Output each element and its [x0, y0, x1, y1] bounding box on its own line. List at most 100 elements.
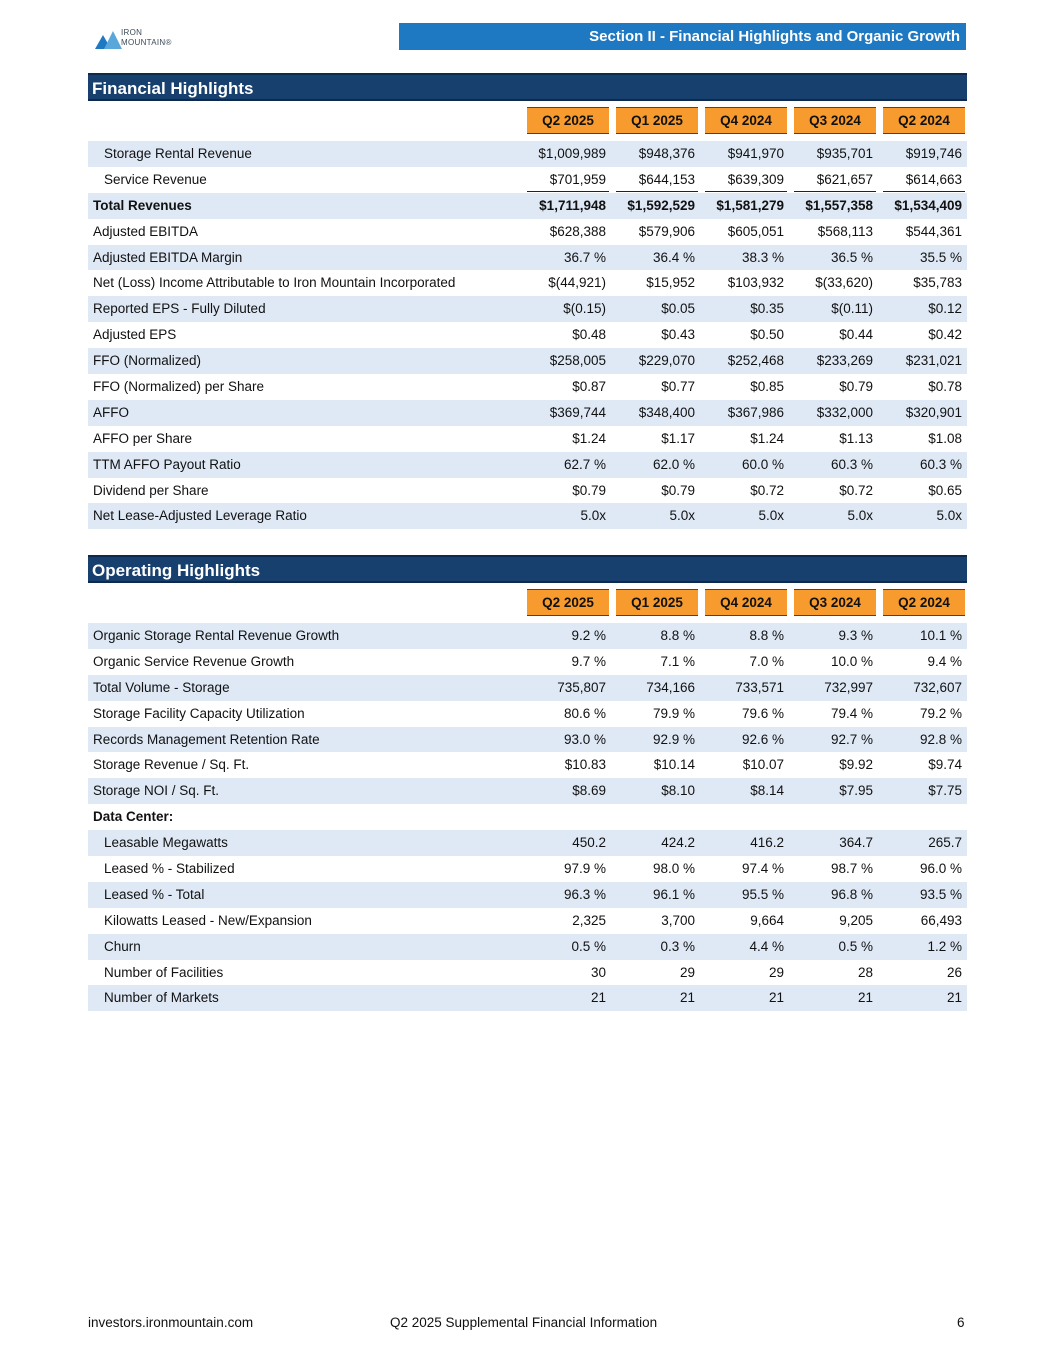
row-label: Storage Revenue / Sq. Ft.	[93, 757, 250, 773]
row-value: 1.2 %	[927, 938, 962, 954]
row-value: $252,468	[727, 353, 784, 369]
row-value: $229,070	[638, 353, 695, 369]
table-row: Total Volume - Storage 735,807 734,166 733,…	[88, 674, 967, 701]
quarter-header: Q2 2024	[883, 589, 965, 616]
row-value: $0.87	[572, 379, 606, 395]
operating-quarter-header-row: Q2 2025 Q1 2025 Q4 2024 Q3 2024 Q2 2024	[88, 583, 967, 623]
table-row: Number of Facilities 30 29 29 28 26	[88, 960, 967, 986]
row-value: $0.65	[928, 482, 962, 498]
row-value: 3,700	[661, 912, 695, 928]
row-value: $15,952	[646, 275, 695, 291]
row-value: $0.72	[839, 482, 873, 498]
table-row: TTM AFFO Payout Ratio 62.7 % 62.0 % 60.0 % 6…	[88, 451, 967, 478]
row-value: 10.1 %	[919, 628, 962, 643]
row-value: 5.0x	[936, 508, 962, 524]
row-value: $1.24	[572, 430, 606, 446]
row-value: 0.3 %	[660, 938, 695, 954]
row-value: 97.4 %	[741, 861, 784, 877]
operating-highlights-table: Operating Highlights Q2 2025 Q1 2025 Q4 20…	[88, 555, 967, 1012]
row-value: 26	[946, 964, 962, 980]
row-value: 5.0x	[669, 508, 695, 524]
table-row: Total Revenues $1,711,948 $1,592,529 $1,581…	[88, 192, 967, 219]
row-value: 60.3 %	[830, 456, 873, 472]
row-value: 92.9 %	[652, 731, 695, 747]
row-value: $0.77	[661, 379, 695, 395]
table-row: Churn 0.5 % 0.3 % 4.4 % 0.5 % 1.2 %	[88, 933, 967, 960]
row-value: $8.10	[661, 783, 695, 799]
row-value: $9.92	[839, 757, 873, 773]
row-value: $568,113	[817, 223, 873, 239]
row-label: Total Revenues	[93, 197, 192, 213]
row-label: Records Management Retention Rate	[93, 731, 320, 747]
table-row: Organic Service Revenue Growth 9.7 % 7.1 %…	[88, 649, 967, 675]
row-value: 21	[679, 990, 695, 1006]
table-row: Net Lease-Adjusted Leverage Ratio 5.0x 5.0…	[88, 503, 967, 530]
row-value: 97.9 %	[563, 861, 606, 877]
row-value: $639,309	[727, 171, 784, 187]
row-value: 9,205	[839, 912, 873, 928]
table-row: Number of Markets 21 21 21 21 21	[88, 985, 967, 1012]
row-value: 98.7 %	[830, 861, 873, 877]
table-row: Adjusted EPS $0.48 $0.43 $0.50 $0.44 $0.42	[88, 322, 967, 348]
row-value: $231,021	[905, 353, 962, 369]
footer-website[interactable]: investors.ironmountain.com	[88, 1315, 254, 1330]
row-value: $8.69	[572, 783, 606, 799]
iron-mountain-logo	[95, 31, 122, 49]
table-row: AFFO $369,744 $348,400 $367,986 $332,000 $320…	[88, 399, 967, 426]
table-row: Storage Facility Capacity Utilization 80.…	[88, 701, 967, 727]
row-value: $(33,620)	[815, 275, 873, 291]
row-value: $1.24	[750, 430, 784, 446]
row-value: $644,153	[638, 171, 695, 187]
quarter-header: Q3 2024	[794, 589, 876, 616]
row-value: $0.85	[750, 379, 784, 395]
row-value: 96.8 %	[830, 886, 873, 902]
table-row: Reported EPS - Fully Diluted $(0.15) $0.05…	[88, 296, 967, 323]
table-row: Adjusted EBITDA $628,388 $579,906 $605,051 $…	[88, 219, 967, 245]
row-value: 9.3 %	[838, 628, 873, 643]
row-label: FFO (Normalized) per Share	[93, 379, 265, 395]
row-value: $0.43	[661, 327, 695, 343]
row-value: 79.2 %	[919, 705, 962, 721]
row-label: Storage Facility Capacity Utilization	[93, 705, 305, 721]
row-label: Storage Rental Revenue	[104, 146, 252, 161]
row-value: 38.3 %	[741, 249, 784, 265]
row-value: $1,592,529	[627, 197, 695, 213]
row-value: $1,711,948	[539, 197, 606, 213]
row-label: Leased % - Total	[104, 886, 205, 902]
financial-highlights-table: Financial Highlights Q2 2025 Q1 2025 Q4 20…	[88, 73, 967, 530]
row-value: $941,970	[727, 146, 784, 161]
table-row: FFO (Normalized) $258,005 $229,070 $252,468…	[88, 348, 967, 375]
row-value: $0.44	[839, 327, 873, 343]
row-value: $7.75	[928, 783, 962, 799]
row-value: $1.08	[928, 430, 962, 446]
quarter-header: Q4 2024	[705, 589, 787, 616]
quarter-header: Q1 2025	[616, 589, 698, 616]
row-value: 29	[679, 964, 695, 980]
row-value: 28	[857, 964, 873, 980]
row-value: $0.79	[572, 482, 606, 498]
row-label: Data Center:	[93, 809, 174, 825]
row-value: $(0.11)	[831, 301, 873, 317]
row-label: Number of Facilities	[104, 964, 224, 980]
row-value: 92.6 %	[741, 731, 784, 747]
financial-quarter-header-row: Q2 2025 Q1 2025 Q4 2024 Q3 2024 Q2 2024	[88, 101, 967, 141]
row-value: $1.13	[839, 430, 873, 446]
row-value: 732,607	[913, 679, 962, 695]
row-value: $369,744	[549, 404, 606, 420]
row-value: $0.78	[928, 379, 962, 395]
row-value: $8.14	[750, 783, 784, 799]
row-label: Churn	[104, 938, 141, 954]
row-value: $544,361	[905, 223, 962, 239]
row-value: $9.74	[928, 757, 962, 773]
row-label: AFFO per Share	[93, 430, 193, 446]
row-value: $0.42	[928, 327, 962, 343]
row-value: $(0.15)	[563, 301, 606, 317]
row-value: $1,534,409	[894, 197, 962, 213]
row-value: 96.0 %	[919, 861, 962, 877]
row-value: 9.4 %	[927, 653, 962, 669]
row-value: 424.2	[661, 835, 695, 851]
row-value: $35,783	[913, 275, 962, 291]
table-row: Leased % - Stabilized 97.9 % 98.0 % 97.4 % 9…	[88, 856, 967, 882]
row-value: $0.05	[661, 301, 695, 317]
row-label: Kilowatts Leased - New/Expansion	[104, 912, 312, 928]
